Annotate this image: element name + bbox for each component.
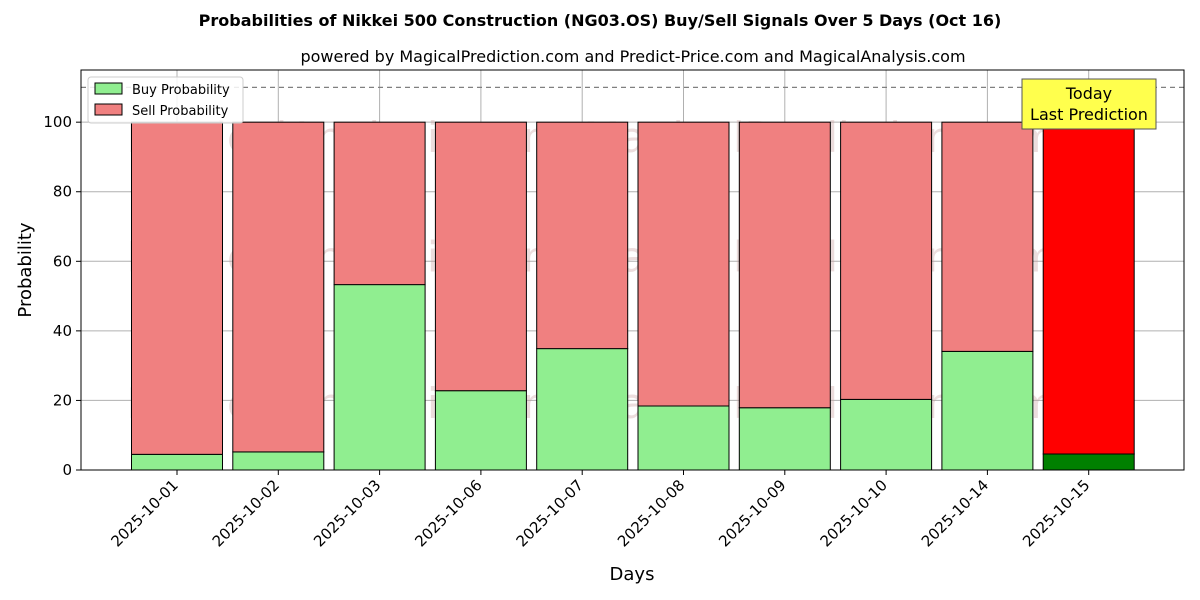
y-tick-label: 0 bbox=[62, 461, 72, 479]
sell-bar bbox=[840, 121, 933, 400]
plot-frame bbox=[80, 69, 1185, 471]
chart-title: Probabilities of Nikkei 500 Construction… bbox=[199, 11, 1002, 30]
x-tick-label: 2025-10-14 bbox=[918, 476, 992, 550]
y-tick-label: 60 bbox=[53, 252, 72, 270]
today-annotation: Today Last Prediction bbox=[1021, 78, 1157, 130]
x-tick-label: 2025-10-08 bbox=[614, 476, 688, 550]
sell-bar bbox=[333, 121, 426, 286]
x-tick-label: 2025-10-09 bbox=[715, 476, 789, 550]
x-tick-label: 2025-10-06 bbox=[411, 476, 485, 550]
legend-buy-swatch bbox=[94, 82, 123, 95]
buy-bar bbox=[840, 398, 933, 471]
annotation-line-1: Today bbox=[1065, 84, 1112, 103]
legend-sell-swatch bbox=[94, 103, 123, 116]
y-tick-label: 40 bbox=[53, 322, 72, 340]
x-tick-label: 2025-10-02 bbox=[209, 476, 283, 550]
sell-bar bbox=[637, 121, 730, 407]
legend: Buy Probability Sell Probability bbox=[87, 76, 244, 124]
sell-bar bbox=[434, 121, 527, 392]
sell-bar bbox=[131, 121, 223, 455]
buy-bar bbox=[232, 451, 325, 471]
buy-bar bbox=[333, 284, 426, 471]
x-tick-label: 2025-10-15 bbox=[1019, 476, 1093, 550]
bars bbox=[131, 121, 1135, 471]
legend-box bbox=[87, 76, 244, 124]
y-tick-label: 80 bbox=[53, 183, 72, 201]
buy-bar bbox=[1042, 453, 1135, 471]
y-axis-label: Probability bbox=[15, 222, 36, 317]
annotation-line-2: Last Prediction bbox=[1030, 105, 1148, 124]
sell-bar bbox=[232, 121, 325, 453]
y-tick-label: 20 bbox=[53, 391, 72, 409]
buy-bar bbox=[131, 453, 223, 471]
sell-bar bbox=[738, 121, 831, 409]
buy-bar bbox=[536, 348, 629, 471]
sell-bar bbox=[536, 121, 629, 350]
chart-subtitle: powered by MagicalPrediction.com and Pre… bbox=[300, 47, 965, 66]
legend-sell-label: Sell Probability bbox=[132, 104, 229, 119]
y-tick-label: 100 bbox=[43, 113, 72, 131]
x-tick-label: 2025-10-07 bbox=[513, 476, 587, 550]
sell-bar bbox=[941, 121, 1034, 352]
x-axis: 2025-10-01 2025-10-02 2025-10-03 2025-10-06… bbox=[107, 470, 1094, 550]
sell-bar bbox=[1042, 121, 1135, 455]
x-tick-label: 2025-10-10 bbox=[817, 476, 891, 550]
x-tick-label: 2025-10-01 bbox=[107, 476, 181, 550]
buy-bar bbox=[941, 350, 1034, 471]
y-axis: 0 20 40 60 80 100 bbox=[43, 113, 81, 479]
buy-bar bbox=[434, 390, 527, 471]
x-tick-label: 2025-10-03 bbox=[310, 476, 384, 550]
buy-bar bbox=[738, 407, 831, 471]
legend-buy-label: Buy Probability bbox=[132, 83, 230, 98]
x-axis-label: Days bbox=[610, 564, 655, 585]
buy-bar bbox=[637, 405, 730, 471]
annotation-box bbox=[1021, 78, 1157, 130]
